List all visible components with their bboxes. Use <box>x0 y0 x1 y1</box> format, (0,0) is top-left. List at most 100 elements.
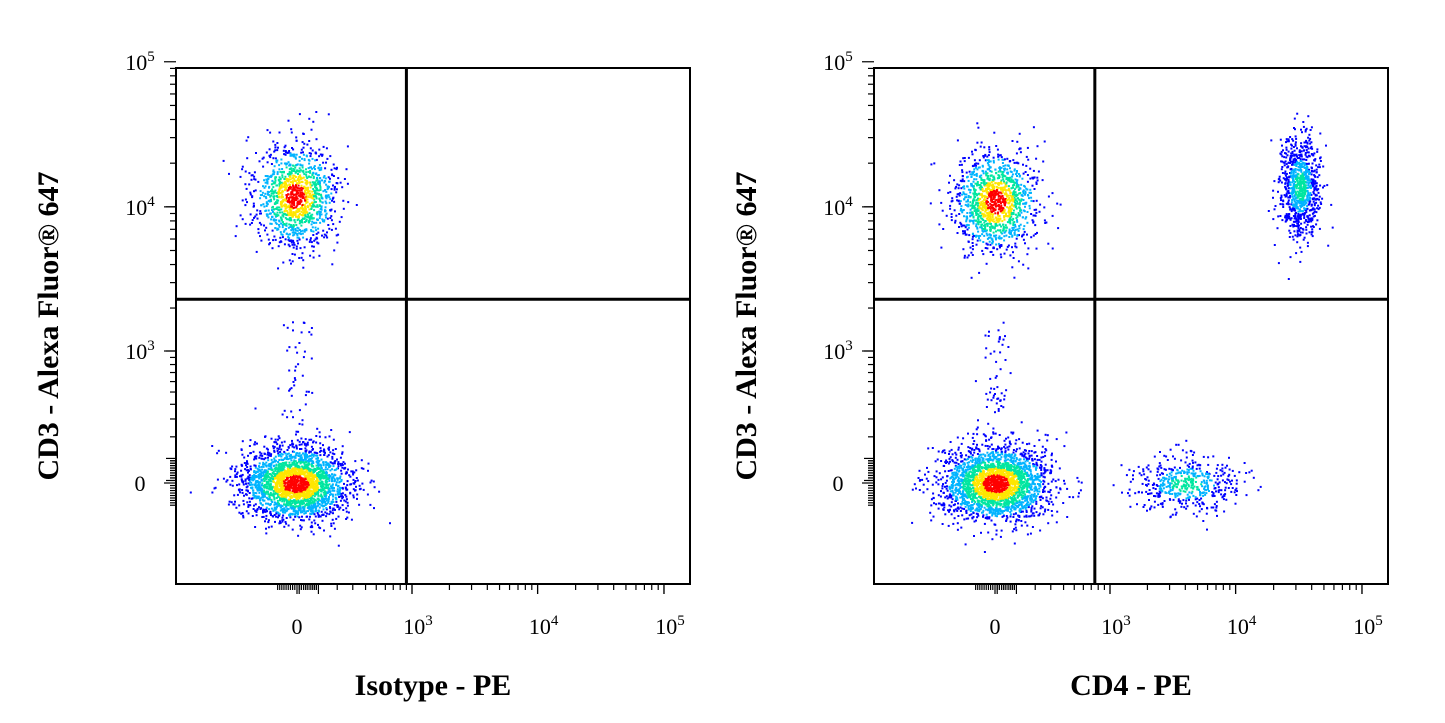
event-dot <box>356 479 359 482</box>
event-dot <box>288 150 291 152</box>
event-dot <box>292 214 295 217</box>
event-dot <box>274 482 277 485</box>
event-dot <box>278 472 281 475</box>
event-dot <box>256 480 259 482</box>
event-dot <box>314 490 317 493</box>
event-dot <box>257 481 260 484</box>
event-dot <box>307 195 309 198</box>
event-dot <box>292 176 295 179</box>
event-dot <box>294 157 297 160</box>
event-dot <box>273 198 276 201</box>
event-dot <box>316 178 319 181</box>
event-dot <box>241 165 244 168</box>
event-dot <box>248 474 251 477</box>
event-dot <box>307 475 310 478</box>
event-dot <box>313 198 316 201</box>
event-dot <box>280 464 283 467</box>
event-dot <box>253 470 256 472</box>
event-dot <box>301 503 304 506</box>
event-dot <box>330 525 333 527</box>
event-dot <box>334 496 337 499</box>
event-dot <box>268 148 271 151</box>
event-dot <box>326 236 329 239</box>
event-dot <box>1015 520 1018 523</box>
event-dot <box>302 212 305 215</box>
event-dot <box>301 207 304 210</box>
event-dot <box>970 513 973 516</box>
event-dot <box>295 153 298 156</box>
event-dot <box>328 196 331 199</box>
event-dot <box>278 241 281 244</box>
y-tick-label: 103 <box>125 338 155 364</box>
event-dot <box>988 511 991 514</box>
event-dot <box>299 462 302 465</box>
event-dot <box>286 349 289 352</box>
event-dot <box>305 497 308 499</box>
event-dot <box>309 171 312 174</box>
event-dot <box>315 183 318 186</box>
event-dot <box>243 462 246 464</box>
event-dot <box>273 450 276 453</box>
event-dot <box>305 201 308 204</box>
event-dot <box>260 204 263 207</box>
event-dot <box>282 486 285 489</box>
event-dot <box>266 190 269 193</box>
event-dot <box>320 477 323 480</box>
event-dot <box>253 483 256 486</box>
event-dot <box>322 508 325 511</box>
event-dot <box>247 454 249 457</box>
event-dot <box>282 468 285 471</box>
event-dot <box>281 516 284 519</box>
event-dot <box>267 519 270 522</box>
event-dot <box>339 477 341 480</box>
event-dot <box>244 204 247 207</box>
event-dot <box>284 162 287 165</box>
event-dot <box>270 463 273 466</box>
event-dot <box>292 241 295 244</box>
event-dot <box>1010 477 1013 480</box>
event-dot <box>971 456 974 459</box>
event-dot <box>310 438 313 441</box>
event-dot <box>280 455 283 458</box>
event-dot <box>294 346 297 349</box>
event-dot <box>227 503 230 506</box>
event-dot <box>325 507 328 509</box>
event-dot <box>308 202 311 205</box>
event-dot <box>316 484 319 487</box>
event-dot <box>285 177 288 180</box>
event-dot <box>292 174 295 177</box>
event-dot <box>316 472 318 475</box>
event-dot <box>1030 507 1033 509</box>
event-dot <box>1001 453 1004 456</box>
event-dot <box>300 499 303 502</box>
event-dot <box>307 510 310 512</box>
event-dot <box>310 196 313 199</box>
event-dot <box>352 496 355 499</box>
event-dot <box>275 214 278 216</box>
event-dot <box>303 210 306 213</box>
event-dot <box>287 193 290 196</box>
event-dot <box>298 200 301 203</box>
event-dot <box>305 219 308 222</box>
event-dot <box>265 226 268 229</box>
event-dot <box>288 479 291 482</box>
event-dot <box>989 505 992 508</box>
event-dot <box>302 467 305 470</box>
event-dot <box>311 506 314 509</box>
event-dot <box>318 168 321 171</box>
event-dot <box>279 444 281 447</box>
event-dot <box>273 150 276 153</box>
event-dot <box>314 201 317 203</box>
event-dot <box>327 466 330 469</box>
event-dot <box>260 212 262 215</box>
event-dot <box>265 483 268 486</box>
event-dot <box>344 493 347 496</box>
event-dot <box>275 497 278 500</box>
event-dot <box>1039 507 1042 510</box>
event-dot <box>300 437 303 440</box>
y-tick-label: 104 <box>125 194 155 220</box>
event-dot <box>309 459 312 462</box>
event-dot <box>296 489 299 492</box>
event-dot <box>308 220 311 222</box>
event-dot <box>324 502 327 505</box>
